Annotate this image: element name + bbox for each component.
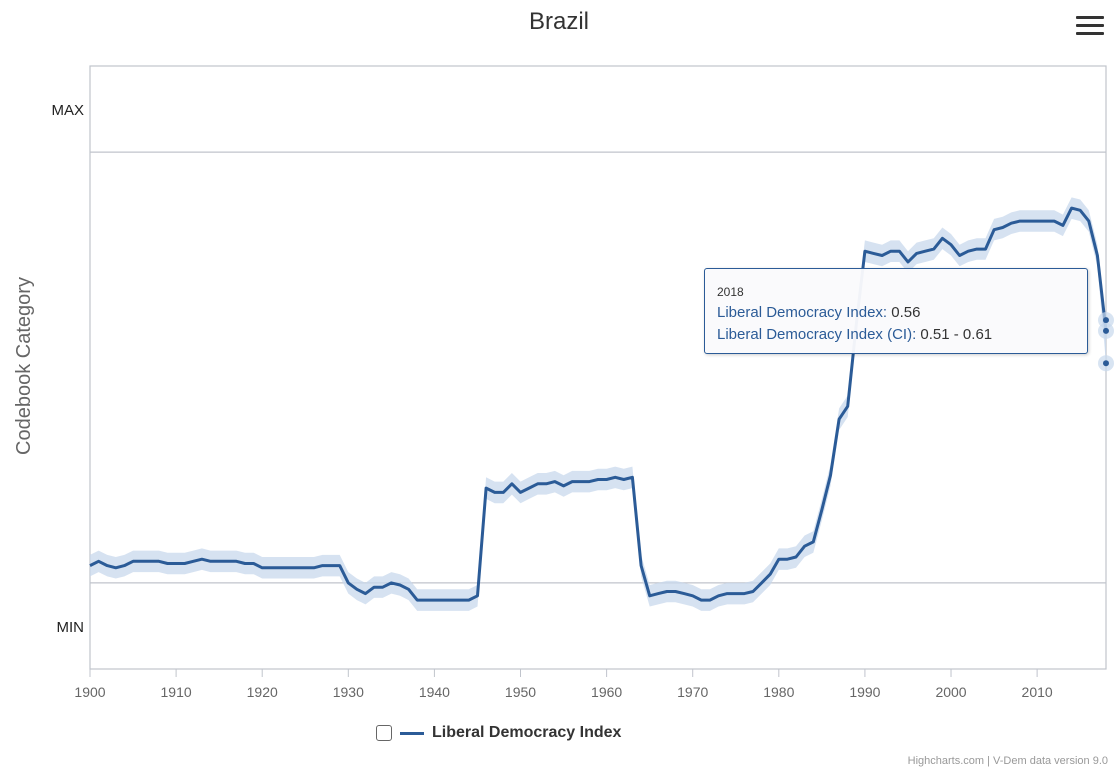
confidence-band	[90, 197, 1106, 611]
y-axis-title: Codebook Category	[13, 277, 35, 455]
legend-checkbox[interactable]	[376, 725, 392, 741]
x-tick-label-1910: 1910	[161, 684, 192, 700]
tooltip-ci-label: Liberal Democracy Index (CI):	[717, 326, 917, 343]
x-tick-label-1920: 1920	[247, 684, 278, 700]
tooltip-series-row: Liberal Democracy Index: 0.56	[717, 304, 920, 321]
x-tick-label-2010: 2010	[1022, 684, 1053, 700]
x-tick-label-1980: 1980	[763, 684, 794, 700]
chart-title: Brazil	[528, 8, 589, 35]
x-tick-label-1950: 1950	[505, 684, 536, 700]
series-line-liberal-democracy-index	[89, 206, 1108, 602]
tooltip-series-label: Liberal Democracy Index:	[717, 304, 888, 321]
x-tick-label-2000: 2000	[935, 684, 966, 700]
y-tick-label-max: MAX	[51, 102, 84, 119]
x-tick-label-1930: 1930	[333, 684, 364, 700]
legend-line-swatch	[400, 731, 424, 735]
tooltip: 2018 Liberal Democracy Index: 0.56 Liber…	[704, 268, 1088, 354]
x-tick-label-1990: 1990	[849, 684, 880, 700]
tooltip-ci-value: 0.51 - 0.61	[920, 326, 993, 343]
tooltip-series-value: 0.56	[891, 304, 921, 321]
x-tick-label-1900: 1900	[74, 684, 105, 700]
ci-upper-marker	[1103, 317, 1109, 324]
tooltip-year: 2018	[717, 285, 744, 299]
x-tick-label-1960: 1960	[591, 684, 622, 700]
x-tick-label-1970: 1970	[677, 684, 708, 700]
value-marker	[1103, 327, 1109, 334]
x-tick-label-1940: 1940	[419, 684, 450, 700]
hamburger-menu-icon[interactable]	[1076, 16, 1104, 40]
plot-area-border	[89, 65, 1107, 670]
tooltip-ci-row: Liberal Democracy Index (CI): 0.51 - 0.6…	[717, 326, 992, 343]
legend[interactable]: Liberal Democracy Index	[376, 724, 621, 742]
ci-lower-marker	[1103, 360, 1109, 367]
credits[interactable]: Highcharts.com | V-Dem data version 9.0	[907, 755, 1108, 767]
y-tick-label-min: MIN	[57, 619, 85, 636]
legend-label[interactable]: Liberal Democracy Index	[432, 724, 622, 741]
